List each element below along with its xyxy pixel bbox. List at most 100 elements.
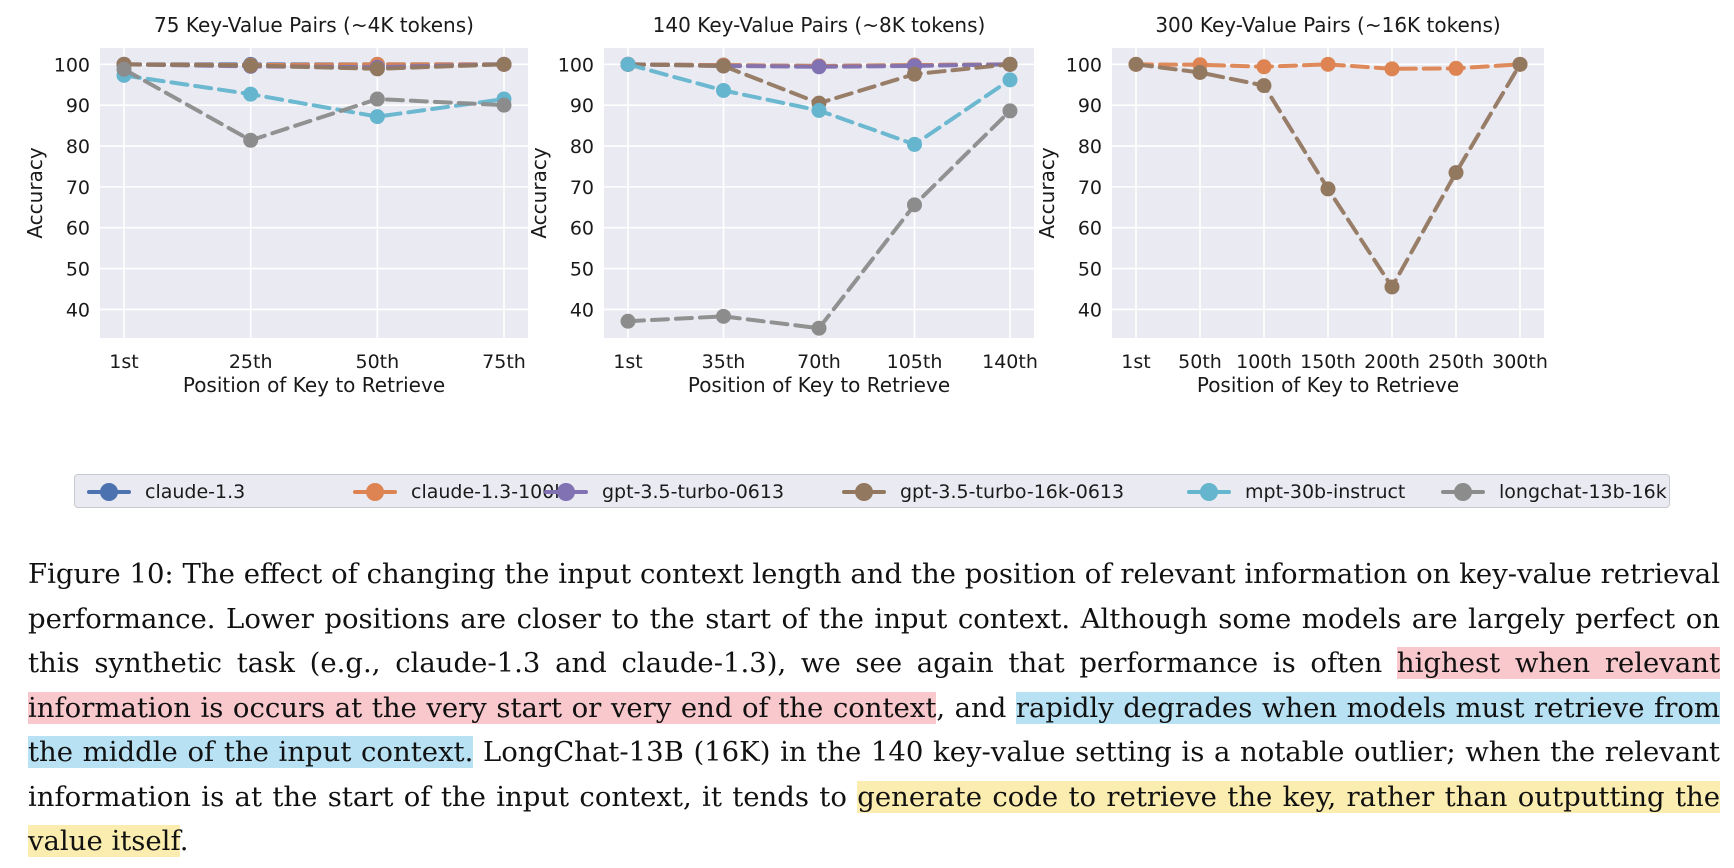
data-point <box>1002 72 1018 88</box>
y-tick-label: 60 <box>66 218 90 240</box>
data-point <box>811 59 827 75</box>
y-axis-label: Accuracy <box>527 147 551 238</box>
y-tick-label: 100 <box>558 54 594 76</box>
legend-label: mpt-30b-instruct <box>1245 481 1406 503</box>
data-point <box>716 308 731 324</box>
legend-swatch <box>351 482 399 502</box>
data-point <box>116 61 132 77</box>
legend-swatch <box>542 482 590 502</box>
caption-text: Figure 10: The effect of changing the in… <box>28 558 1720 679</box>
y-tick-label: 90 <box>66 95 90 117</box>
data-point <box>1448 60 1464 76</box>
y-tick-label: 90 <box>1078 95 1102 117</box>
series-line <box>122 62 506 71</box>
data-point <box>620 313 636 329</box>
x-tick-label: 1st <box>1121 351 1150 373</box>
x-tick-label: 35th <box>702 351 746 373</box>
data-point <box>1384 61 1400 77</box>
y-tick-label: 100 <box>54 54 90 76</box>
y-tick-label: 80 <box>570 136 594 158</box>
legend-item-longchat-13b-16k: longchat-13b-16k <box>1439 475 1667 509</box>
x-tick-label: 200th <box>1364 351 1420 373</box>
caption-text: . <box>179 825 189 857</box>
data-point <box>1256 78 1272 94</box>
y-tick-label: 40 <box>66 299 90 321</box>
data-point <box>1256 59 1272 75</box>
data-point <box>620 56 636 72</box>
data-point <box>907 197 922 213</box>
data-point <box>1320 56 1336 72</box>
legend-swatch <box>1185 482 1233 502</box>
x-tick-label: 70th <box>797 351 841 373</box>
y-tick-label: 60 <box>1078 218 1102 240</box>
legend-swatch <box>85 482 133 502</box>
chart-title: 75 Key-Value Pairs (~4K tokens) <box>154 13 474 37</box>
data-point <box>811 102 827 118</box>
figure-charts: 40 50 60 70 80 90 100 1st 25th 50th 75th 75 Key-Val… <box>23 13 1548 397</box>
y-tick-label: 70 <box>66 177 90 199</box>
legend-item-gpt-3.5-turbo-0613: gpt-3.5-turbo-0613 <box>542 475 784 509</box>
x-tick-label: 1st <box>109 351 138 373</box>
legend: claude-1.3 claude-1.3-100k gpt-3.5-turbo… <box>74 474 1670 508</box>
series-longchat-13b-16k <box>116 61 512 148</box>
x-axis-label: Position of Key to Retrieve <box>1197 373 1459 397</box>
data-point <box>716 58 731 74</box>
y-axis-label: Accuracy <box>1035 147 1059 238</box>
chart-panel-2: 40 50 60 70 80 90 100 1st 35th 70th 105th 140th 140 … <box>527 13 1038 397</box>
y-tick-label: 50 <box>1078 259 1102 281</box>
plot-area <box>100 48 528 338</box>
data-point <box>1002 103 1018 119</box>
y-axis-label: Accuracy <box>23 147 47 238</box>
data-point <box>243 132 259 148</box>
data-point <box>369 91 385 107</box>
legend-label: claude-1.3-100k <box>411 481 566 503</box>
series-gpt-3.5-turbo-16k-0613 <box>1128 56 1528 295</box>
data-point <box>1512 56 1528 72</box>
caption-text: LongChat-13B (16K) in the 140 key-value … <box>28 736 1720 813</box>
x-tick-label: 1st <box>613 351 642 373</box>
data-point <box>907 66 922 82</box>
data-point <box>907 136 922 152</box>
data-point <box>1384 279 1400 295</box>
legend-label: claude-1.3 <box>145 481 246 503</box>
legend-swatch <box>1439 482 1487 502</box>
chart-title: 140 Key-Value Pairs (~8K tokens) <box>653 13 986 37</box>
data-point <box>1128 56 1144 72</box>
data-point <box>369 109 385 125</box>
x-tick-label: 150th <box>1300 351 1356 373</box>
y-tick-label: 80 <box>1078 136 1102 158</box>
legend-label: gpt-3.5-turbo-16k-0613 <box>900 481 1125 503</box>
y-tick-label: 70 <box>570 177 594 199</box>
chart-panel-3: 40 50 60 70 80 90 100 1st 50th 100th 150th 200th 250… <box>1035 13 1548 397</box>
data-point <box>243 58 259 74</box>
x-tick-label: 50th <box>355 351 399 373</box>
series-mpt-30b-instruct <box>620 56 1018 152</box>
figure-caption: Figure 10: The effect of changing the in… <box>28 552 1721 864</box>
data-point <box>496 97 512 113</box>
x-tick-label: 75th <box>482 351 526 373</box>
legend-item-claude-1.3-100k: claude-1.3-100k <box>351 475 565 509</box>
legend-item-mpt-30b-instruct: mpt-30b-instruct <box>1185 475 1405 509</box>
data-point <box>1192 65 1208 81</box>
legend-swatch <box>840 482 888 502</box>
x-tick-label: 100th <box>1236 351 1292 373</box>
data-point <box>243 86 259 102</box>
x-axis-label: Position of Key to Retrieve <box>688 373 950 397</box>
x-tick-label: 140th <box>982 351 1038 373</box>
x-axis-label: Position of Key to Retrieve <box>183 373 445 397</box>
data-point <box>496 56 512 72</box>
series-line <box>122 67 506 143</box>
x-tick-label: 105th <box>887 351 943 373</box>
x-tick-label: 25th <box>229 351 273 373</box>
y-tick-label: 80 <box>66 136 90 158</box>
data-point <box>1448 165 1464 181</box>
series-longchat-13b-16k <box>620 103 1018 336</box>
x-tick-label: 50th <box>1178 351 1222 373</box>
data-point <box>811 320 827 336</box>
data-point <box>369 61 385 77</box>
y-tick-label: 50 <box>66 259 90 281</box>
series-mpt-30b-instruct <box>116 67 512 125</box>
y-tick-label: 90 <box>570 95 594 117</box>
data-point <box>1320 181 1336 197</box>
data-point <box>1002 56 1018 72</box>
